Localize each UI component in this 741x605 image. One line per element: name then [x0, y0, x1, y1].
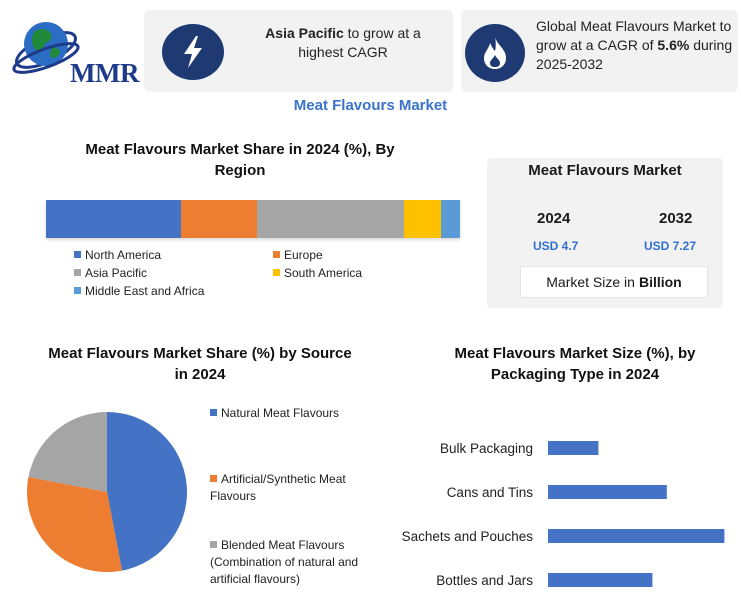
- mmr-logo: MMR: [8, 12, 139, 88]
- page-title: Meat Flavours Market: [293, 97, 448, 114]
- region-segment-north-america: [46, 200, 181, 238]
- cagr-region-text: Asia Pacific to grow at a highest CAGR: [248, 24, 438, 62]
- legend-label: Middle East and Africa: [85, 284, 205, 298]
- legend-swatch: [210, 409, 217, 416]
- legend-swatch: [74, 269, 81, 276]
- flame-icon: [465, 24, 525, 82]
- global-cagr-text: Global Meat Flavours Market to grow at a…: [536, 17, 736, 74]
- region-segment-south-america: [404, 200, 442, 238]
- region-segment-asia-pacific: [257, 200, 405, 238]
- lightning-icon: [162, 24, 224, 80]
- market-size-unit-bold: Billion: [638, 274, 682, 290]
- legend-label: South America: [284, 266, 363, 280]
- global-cagr-pre: Global Meat Flavours Market to grow at a…: [536, 18, 732, 53]
- market-size-unit: Market Size in Billion: [520, 266, 708, 298]
- cagr-region-bold: Asia Pacific: [265, 25, 344, 41]
- pie-slice: [107, 412, 188, 571]
- source-legend-item: Natural Meat Flavours: [210, 405, 360, 422]
- legend-label: Blended Meat Flavours (Combination of na…: [210, 538, 359, 586]
- value-2024: USD 4.7: [533, 239, 579, 253]
- globe-icon: [12, 22, 80, 74]
- cagr-region-rest: to grow at a highest CAGR: [298, 25, 421, 60]
- region-legend-item: South America: [273, 266, 362, 280]
- bar-category-label: Sachets and Pouches: [402, 529, 534, 544]
- packaging-bar: [548, 441, 599, 455]
- region-stacked-bar: [46, 200, 460, 238]
- market-size-box: Meat Flavours Market 2024 2032 USD 4.7 U…: [487, 158, 723, 308]
- source-legend-item: Blended Meat Flavours (Combination of na…: [210, 537, 360, 588]
- market-size-title: Meat Flavours Market: [528, 162, 682, 179]
- legend-swatch: [74, 287, 81, 294]
- year-2024: 2024: [537, 210, 571, 227]
- legend-swatch: [74, 251, 81, 258]
- legend-swatch: [210, 541, 217, 548]
- source-chart-title: Meat Flavours Market Share (%) by Source…: [48, 345, 352, 383]
- bar-category-label: Cans and Tins: [447, 485, 534, 500]
- legend-swatch: [210, 475, 217, 482]
- legend-label: Asia Pacific: [85, 266, 148, 280]
- value-2032: USD 7.27: [644, 239, 697, 253]
- packaging-bar: [548, 485, 667, 499]
- packaging-chart-title: Meat Flavours Market Size (%), by Packag…: [454, 345, 696, 383]
- legend-label: Artificial/Synthetic Meat Flavours: [210, 472, 346, 503]
- source-legend-item: Artificial/Synthetic Meat Flavours: [210, 471, 360, 505]
- legend-swatch: [273, 251, 280, 258]
- year-2032: 2032: [659, 210, 693, 227]
- global-cagr-post: during 2025-2032: [536, 37, 733, 72]
- global-cagr-card: Global Meat Flavours Market to grow at a…: [461, 10, 738, 92]
- region-chart-title: Meat Flavours Market Share in 2024 (%), …: [85, 141, 395, 179]
- region-legend-item: Middle East and Africa: [74, 284, 204, 298]
- packaging-bar-chart: Bulk Packaging Cans and Tins Sachets and P…: [402, 441, 725, 588]
- region-segment-europe: [180, 200, 258, 238]
- pie-slice: [28, 412, 107, 492]
- legend-label: North America: [85, 248, 162, 262]
- region-segment-middle-east-and-africa: [441, 200, 460, 238]
- cagr-region-card: Asia Pacific to grow at a highest CAGR: [144, 10, 453, 92]
- legend-swatch: [273, 269, 280, 276]
- region-legend-item: Asia Pacific: [74, 266, 147, 280]
- bar-category-label: Bulk Packaging: [440, 441, 533, 456]
- legend-label: Europe: [284, 248, 323, 262]
- legend-label: Natural Meat Flavours: [221, 406, 340, 420]
- region-legend-item: Europe: [273, 248, 323, 262]
- bar-category-label: Bottles and Jars: [436, 573, 533, 588]
- source-pie-chart: [27, 412, 188, 572]
- logo-text: MMR: [70, 58, 139, 88]
- packaging-bar: [548, 573, 653, 587]
- global-cagr-bold: 5.6%: [657, 37, 690, 53]
- region-legend-item: North America: [74, 248, 161, 262]
- packaging-bar: [548, 529, 725, 543]
- pie-slice: [27, 477, 122, 572]
- market-size-unit-label: Market Size in: [546, 274, 635, 290]
